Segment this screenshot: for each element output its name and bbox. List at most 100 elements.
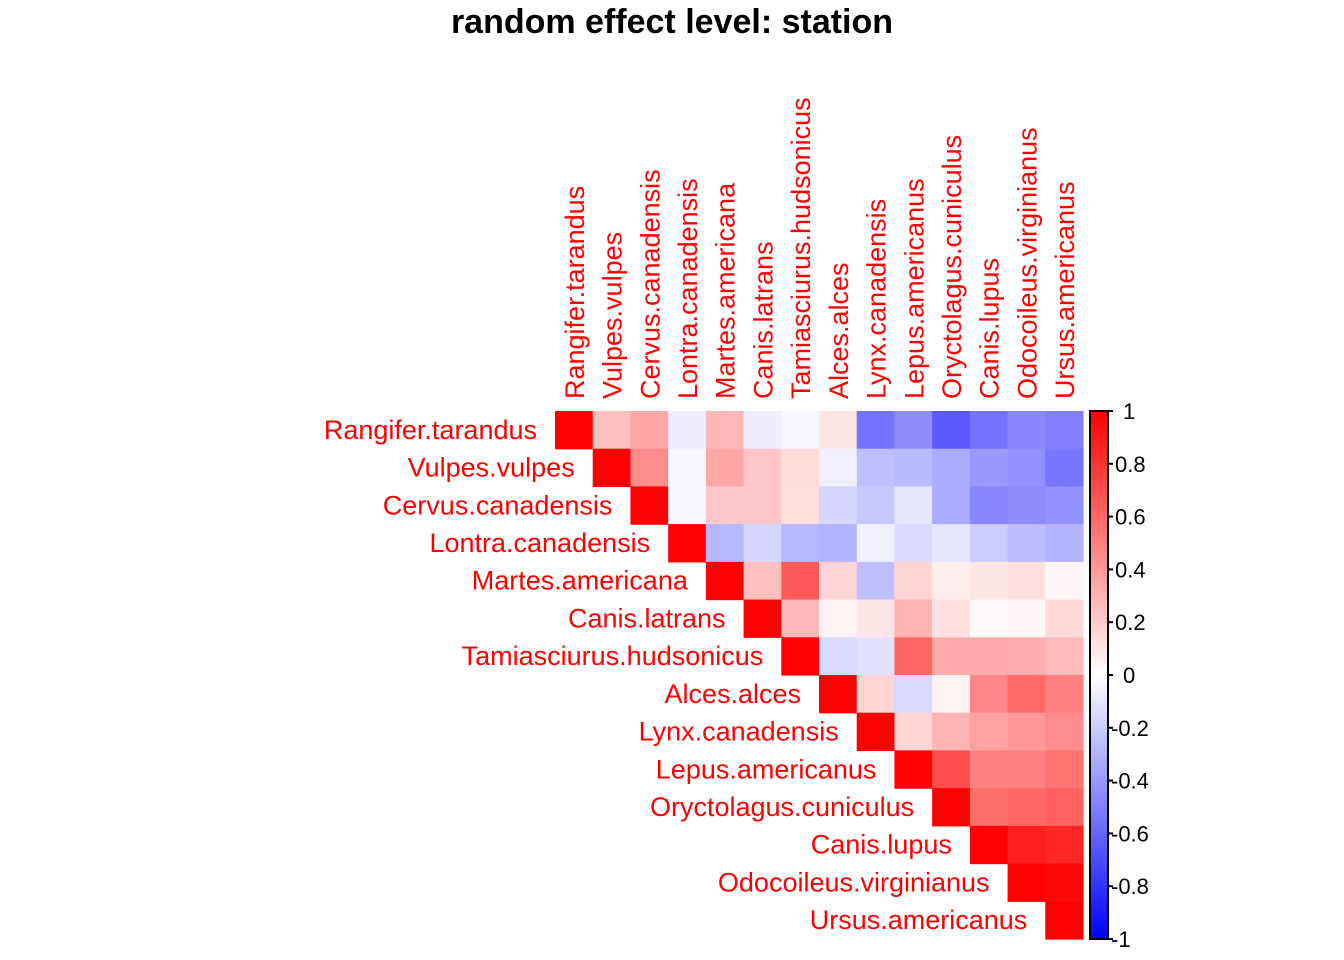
heatmap-cell bbox=[743, 524, 782, 563]
heatmap-cell bbox=[894, 524, 933, 563]
heatmap-cell bbox=[781, 561, 820, 601]
column-label: Rangifer.tarandus bbox=[560, 186, 590, 399]
heatmap-cell bbox=[969, 599, 1009, 638]
heatmap-cell bbox=[969, 675, 1009, 714]
heatmap-cell bbox=[819, 599, 858, 638]
heatmap-cell bbox=[1007, 750, 1046, 789]
heatmap-cell bbox=[894, 448, 933, 488]
heatmap-cell bbox=[781, 486, 820, 525]
heatmap-cell bbox=[1045, 448, 1084, 488]
colorbar-tick-label: 0.8 bbox=[1115, 452, 1146, 477]
heatmap-cell bbox=[705, 486, 745, 525]
heatmap-cell bbox=[743, 411, 782, 450]
heatmap-cell bbox=[932, 675, 971, 714]
heatmap-cell bbox=[856, 675, 896, 714]
heatmap-cell bbox=[819, 448, 858, 488]
heatmap-cell bbox=[1045, 524, 1084, 563]
heatmap-cell bbox=[894, 637, 933, 676]
heatmap-cell bbox=[969, 561, 1009, 601]
heatmap-cells bbox=[555, 411, 1084, 940]
column-label: Odocoileus.virginianus bbox=[1012, 127, 1042, 399]
heatmap-cell bbox=[630, 486, 669, 525]
heatmap-cell bbox=[781, 411, 820, 450]
heatmap-cell bbox=[894, 561, 933, 601]
heatmap-cell bbox=[1007, 486, 1046, 525]
colorbar-tick-label: -0.6 bbox=[1111, 821, 1149, 846]
column-label: Alces.alces bbox=[824, 262, 854, 399]
heatmap-cell bbox=[705, 411, 745, 450]
heatmap-cell bbox=[969, 448, 1009, 488]
column-label: Lynx.canadensis bbox=[862, 199, 892, 399]
heatmap-cell bbox=[592, 448, 632, 488]
row-label: Ursus.americanus bbox=[810, 905, 1028, 935]
heatmap-cell bbox=[555, 411, 594, 450]
row-label: Lontra.canadensis bbox=[429, 528, 650, 558]
heatmap-cell bbox=[969, 411, 1009, 450]
row-label: Cervus.canadensis bbox=[383, 490, 613, 520]
heatmap-cell bbox=[1007, 712, 1046, 752]
heatmap-cell bbox=[856, 524, 896, 563]
heatmap-cell bbox=[894, 750, 933, 789]
row-label: Vulpes.vulpes bbox=[408, 453, 575, 483]
column-label: Canis.lupus bbox=[975, 258, 1005, 399]
heatmap-cell bbox=[705, 524, 745, 563]
heatmap-cell bbox=[743, 486, 782, 525]
heatmap-cell bbox=[969, 637, 1009, 676]
heatmap-cell bbox=[781, 599, 820, 638]
heatmap-cell bbox=[969, 750, 1009, 789]
colorbar-tick-label: 0.6 bbox=[1115, 505, 1146, 530]
heatmap-cell bbox=[1007, 561, 1046, 601]
heatmap-cell bbox=[856, 637, 896, 676]
heatmap-cell bbox=[1007, 863, 1046, 902]
heatmap-cell bbox=[668, 524, 707, 563]
column-label: Canis.latrans bbox=[748, 241, 778, 399]
heatmap-cell bbox=[932, 599, 971, 638]
heatmap-cell bbox=[1007, 788, 1046, 827]
row-label: Alces.alces bbox=[664, 679, 801, 709]
heatmap-cell bbox=[630, 448, 669, 488]
heatmap-cell bbox=[1045, 637, 1084, 676]
heatmap-cell bbox=[668, 411, 707, 450]
heatmap-cell bbox=[1045, 750, 1084, 789]
colorbar-tick-label: 0.2 bbox=[1115, 610, 1146, 635]
heatmap-cell bbox=[932, 712, 971, 752]
heatmap-cell bbox=[668, 448, 707, 488]
heatmap-cell bbox=[1045, 863, 1084, 902]
heatmap-cell bbox=[1007, 637, 1046, 676]
heatmap-cell bbox=[1045, 675, 1084, 714]
heatmap-cell bbox=[668, 486, 707, 525]
heatmap-cell bbox=[969, 825, 1009, 865]
row-label: Rangifer.tarandus bbox=[324, 415, 537, 445]
heatmap-cell bbox=[705, 561, 745, 601]
heatmap-cell bbox=[705, 448, 745, 488]
heatmap-cell bbox=[856, 486, 896, 525]
colorbar-tick-label: 1 bbox=[1123, 399, 1135, 424]
heatmap-cell bbox=[1007, 675, 1046, 714]
heatmap-cell bbox=[932, 788, 971, 827]
column-label: Lepus.americanus bbox=[899, 178, 929, 399]
column-label: Oryctolagus.cuniculus bbox=[937, 135, 967, 399]
heatmap-cell bbox=[781, 448, 820, 488]
row-label: Martes.americana bbox=[472, 566, 689, 596]
heatmap-cell bbox=[894, 486, 933, 525]
heatmap-cell bbox=[1007, 524, 1046, 563]
colorbar-tick-label: -0.4 bbox=[1111, 769, 1149, 794]
heatmap-cell bbox=[969, 788, 1009, 827]
heatmap-cell bbox=[894, 675, 933, 714]
heatmap-cell bbox=[1007, 599, 1046, 638]
heatmap-cell bbox=[969, 712, 1009, 752]
column-label: Lontra.canadensis bbox=[673, 178, 703, 399]
heatmap-cell bbox=[856, 712, 896, 752]
heatmap-cell bbox=[819, 486, 858, 525]
heatmap-cell bbox=[1045, 825, 1084, 865]
heatmap-cell bbox=[932, 637, 971, 676]
colorbar-tick-label: 0.4 bbox=[1115, 557, 1146, 582]
column-label: Cervus.canadensis bbox=[635, 169, 665, 399]
heatmap-cell bbox=[932, 561, 971, 601]
heatmap-cell bbox=[1007, 825, 1046, 865]
heatmap-cell bbox=[1045, 599, 1084, 638]
heatmap-cell bbox=[1007, 448, 1046, 488]
heatmap-cell bbox=[819, 524, 858, 563]
heatmap-cell bbox=[1045, 712, 1084, 752]
